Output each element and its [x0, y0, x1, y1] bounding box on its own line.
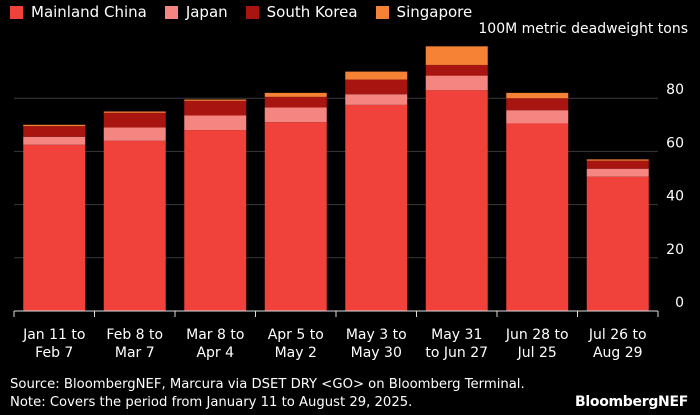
bar-segment-singapore [586, 159, 649, 161]
coverage-note: Note: Covers the period from January 11 … [10, 395, 413, 410]
x-tick-label-line: Aug 29 [593, 345, 643, 361]
x-tick-label: Jun 28 to Jul 25 [505, 327, 569, 361]
y-tick-label: 60 [666, 135, 684, 151]
legend: Mainland China Japan South Korea Singapo… [10, 0, 490, 24]
x-tick-label: Jul 26 to Aug 29 [588, 327, 647, 361]
bar-segment-mainland-china [586, 176, 649, 311]
legend-swatch [164, 5, 178, 19]
bar-segment-japan [425, 75, 488, 91]
x-tick-label: Jan 11 to Feb 7 [22, 327, 85, 361]
bar-segment-japan [103, 127, 166, 141]
footer: Source: BloombergNEF, Marcura via DSET D… [10, 376, 525, 412]
bar-segment-south-korea [23, 126, 86, 137]
bar-segment-mainland-china [345, 104, 408, 311]
source-note: Source: BloombergNEF, Marcura via DSET D… [10, 377, 525, 392]
bar-segment-japan [264, 107, 327, 123]
bar-segment-mainland-china [23, 144, 86, 311]
bar-segment-mainland-china [506, 123, 569, 311]
bar-segment-singapore [184, 99, 247, 101]
x-tick-label: Apr 5 to May 2 [268, 327, 324, 361]
x-tick-label: Mar 8 to Apr 4 [186, 327, 244, 361]
legend-item-japan: Japan [164, 3, 228, 21]
legend-item-mainland-china: Mainland China [10, 3, 147, 21]
bar-segment-singapore [23, 124, 86, 127]
y-axis-unit-label: 100M metric deadweight tons [478, 21, 688, 37]
legend-item-south-korea: South Korea [245, 3, 358, 21]
bar-segment-japan [345, 94, 408, 105]
bar-segment-mainland-china [425, 90, 488, 311]
legend-label: Mainland China [31, 3, 147, 21]
bar-segment-singapore [103, 111, 166, 113]
bar-segment-mainland-china [184, 130, 247, 311]
x-tick-label-line: Mar 7 [115, 345, 155, 361]
x-tick-label-line: Jun 28 to [505, 327, 569, 343]
x-tick-label-line: Feb 8 to [106, 327, 163, 343]
x-tick-label-line: May 31 [431, 327, 482, 343]
legend-swatch [375, 5, 389, 19]
brand-logo: BloombergNEF [575, 394, 688, 410]
x-tick-label-line: Jul 26 to [588, 327, 647, 343]
bar-segment-south-korea [425, 64, 488, 76]
x-tick-label-line: Jan 11 to [22, 327, 85, 343]
y-tick-label: 0 [675, 295, 684, 311]
x-tick-label-line: Feb 7 [35, 345, 73, 361]
bar-segment-singapore [425, 46, 488, 65]
x-tick-label: May 3 to May 30 [346, 327, 407, 361]
x-tick-label: May 31 to Jun 27 [425, 327, 488, 361]
x-tick-label-line: May 30 [351, 345, 402, 361]
x-tick-label: Feb 8 to Mar 7 [106, 327, 163, 361]
bar-segment-japan [184, 115, 247, 131]
x-tick-label-line: Jul 25 [517, 345, 557, 361]
bar-segment-south-korea [103, 112, 166, 128]
bar-segment-mainland-china [103, 140, 166, 311]
legend-label: South Korea [266, 3, 358, 21]
bar-segment-south-korea [506, 98, 569, 111]
bar-segment-south-korea [345, 79, 408, 95]
legend-swatch [10, 5, 23, 19]
y-tick-label: 20 [666, 242, 684, 258]
legend-label: Japan [185, 3, 228, 21]
stacked-bar-chart: 0 20 40 60 80 Jan 11 to Feb 7 Feb 8 to Mar 7 Mar … [13, 46, 684, 361]
bar-segment-singapore [345, 71, 408, 80]
bar-segment-singapore [506, 92, 569, 99]
bar-segment-japan [23, 136, 86, 145]
y-tick-label: 80 [666, 82, 684, 98]
bar-segment-singapore [264, 92, 327, 97]
bar-segment-mainland-china [264, 122, 327, 311]
x-tick-label-line: May 3 to [346, 327, 407, 343]
bar-segment-south-korea [586, 160, 649, 169]
x-tick-label-line: to Jun 27 [425, 345, 488, 361]
bar-segment-japan [586, 168, 649, 177]
legend-item-singapore: Singapore [375, 3, 473, 21]
x-tick-label-line: May 2 [275, 345, 317, 361]
legend-swatch [245, 5, 259, 19]
bar-segment-japan [506, 110, 569, 124]
x-tick-label-line: Apr 4 [196, 345, 234, 361]
x-tick-label-line: Apr 5 to [268, 327, 324, 343]
bar-segment-south-korea [264, 96, 327, 108]
legend-label: Singapore [396, 3, 473, 21]
x-tick-label-line: Mar 8 to [186, 327, 244, 343]
bar-segment-south-korea [184, 100, 247, 116]
y-tick-label: 40 [666, 189, 684, 205]
